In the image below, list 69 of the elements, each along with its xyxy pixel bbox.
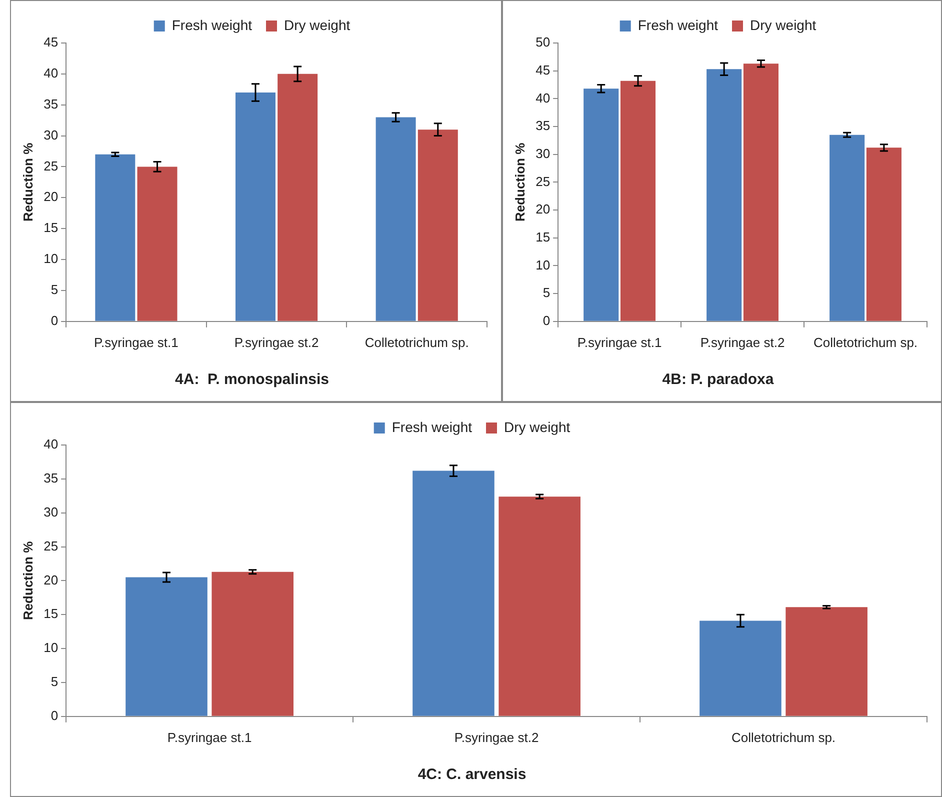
y-tick-label: 40 — [44, 66, 58, 81]
x-tick-label: Colletotrichum sp. — [813, 334, 918, 350]
y-axis-title: Reduction % — [20, 540, 36, 620]
legend-label: Fresh weight — [392, 418, 472, 435]
bar — [376, 117, 416, 321]
legend-label: Fresh weight — [172, 16, 252, 33]
y-tick-label: 50 — [536, 34, 550, 50]
x-tick-label: P.syringae st.1 — [167, 730, 252, 745]
y-tick-label: 0 — [50, 312, 58, 328]
bar — [866, 148, 902, 321]
y-tick-label: 45 — [536, 62, 550, 78]
bar — [235, 92, 276, 321]
y-tick-label: 0 — [50, 708, 58, 723]
y-tick-label: 35 — [536, 118, 550, 134]
y-tick-label: 5 — [542, 285, 550, 300]
bar — [95, 154, 136, 321]
x-tick-label: Colletotrichum sp. — [731, 730, 836, 745]
bar — [786, 607, 868, 716]
x-tick-label: P.syringae st.1 — [577, 334, 662, 350]
y-tick-label: 30 — [44, 504, 58, 520]
y-tick-label: 10 — [536, 257, 550, 272]
x-tick-label: P.syringae st.1 — [94, 334, 178, 350]
bar — [620, 80, 656, 321]
y-tick-label: 25 — [536, 174, 550, 189]
bar — [278, 74, 318, 321]
y-tick-label: 25 — [44, 538, 58, 554]
x-tick-label: P.syringae st.2 — [234, 334, 319, 350]
x-tick-label: Colletotrichum sp. — [364, 334, 469, 350]
bar — [126, 577, 208, 716]
y-tick-label: 30 — [536, 146, 550, 161]
y-tick-label: 5 — [50, 674, 58, 690]
bar — [212, 572, 294, 716]
legend-label: Dry weight — [750, 16, 816, 33]
legend-label: Dry weight — [284, 16, 350, 33]
y-tick-label: 45 — [44, 34, 58, 50]
y-tick-label: 40 — [44, 436, 58, 452]
legend-label: Dry weight — [504, 418, 570, 435]
y-tick-label: 30 — [44, 127, 58, 142]
y-tick-label: 15 — [44, 220, 58, 236]
x-tick-label: P.syringae st.2 — [700, 334, 785, 350]
y-tick-label: 25 — [44, 158, 58, 174]
y-tick-label: 40 — [536, 90, 550, 106]
y-tick-label: 20 — [44, 572, 58, 588]
y-tick-label: 10 — [44, 251, 58, 266]
y-tick-label: 15 — [536, 229, 550, 244]
text: 4C: C. arvensis — [418, 766, 526, 784]
y-tick-label: 15 — [44, 606, 58, 622]
bar — [498, 496, 580, 716]
text: 4A: P. monospalinsis — [175, 371, 329, 388]
bar — [743, 64, 778, 321]
y-tick-label: 20 — [536, 202, 550, 217]
bar — [700, 620, 782, 716]
y-tick-label: 35 — [44, 96, 58, 112]
y-tick-label: 0 — [542, 312, 550, 328]
legend-label: Fresh weight — [638, 16, 718, 33]
bar — [418, 130, 458, 321]
y-tick-label: 20 — [44, 189, 58, 204]
bar — [706, 69, 742, 321]
bar — [412, 470, 494, 716]
x-tick-label: P.syringae st.2 — [454, 730, 539, 745]
y-tick-label: 5 — [50, 282, 58, 298]
bar — [137, 166, 178, 321]
y-axis-title: Reduction % — [512, 142, 528, 222]
y-tick-label: 10 — [44, 640, 58, 656]
bar — [830, 134, 865, 321]
y-axis-title: Reduction % — [20, 142, 36, 222]
text: 4B: P. paradoxa — [662, 371, 774, 388]
bar — [584, 88, 619, 321]
y-tick-label: 35 — [44, 470, 58, 486]
